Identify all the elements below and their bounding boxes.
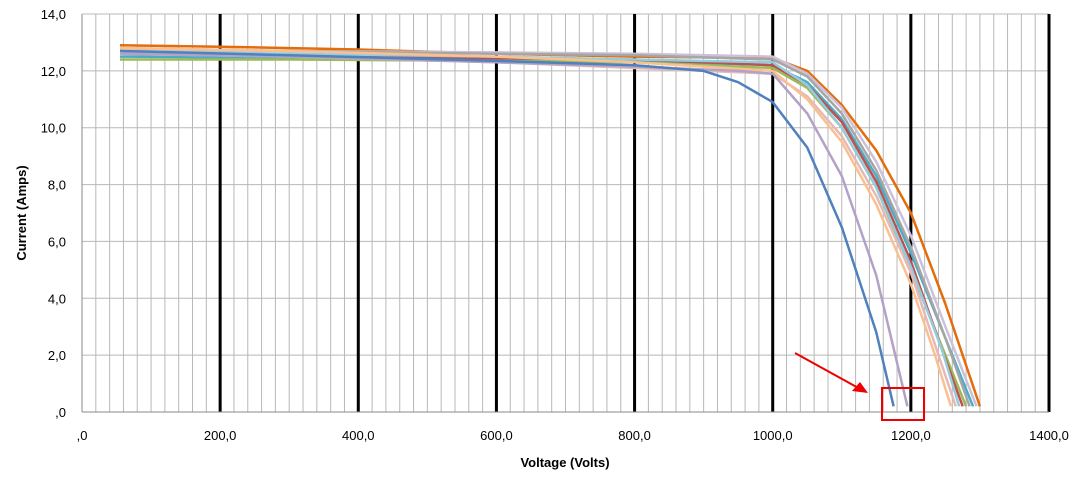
annotation-arrow [794,352,863,391]
x-tick-label: 400,0 [342,428,375,443]
x-axis-title: Voltage (Volts) [520,455,609,470]
series-line [119,52,909,407]
y-tick-label: 14,0 [41,7,66,22]
x-tick-label: 1400,0 [1029,428,1069,443]
series-line [119,49,895,407]
series-lines [119,44,982,407]
x-tick-label: ,0 [77,428,88,443]
y-tick-label: 4,0 [48,291,66,306]
x-tick-label: 800,0 [618,428,651,443]
y-tick-label: 12,0 [41,64,66,79]
grid [81,13,1051,413]
x-tick-label: 1200,0 [891,428,931,443]
labels: ,0 2,0 4,0 6,0 8,0 10,0 12,0 14,0 ,0 200,0 400,0 60… [41,7,1069,443]
x-tick-label: 1000,0 [753,428,793,443]
y-tick-label: 2,0 [48,348,66,363]
series-line [119,48,978,407]
y-axis-title: Current (Amps) [14,165,29,260]
y-tick-label: 8,0 [48,178,66,193]
series-line [119,44,982,407]
y-tick-label: 10,0 [41,121,66,136]
y-tick-label: ,0 [55,405,66,420]
annotation-box [881,387,925,421]
x-tick-label: 600,0 [480,428,513,443]
series-line [119,46,971,407]
y-tick-label: 6,0 [48,234,66,249]
series-line [119,46,953,407]
x-tick-label: 200,0 [204,428,237,443]
annotation-arrowhead [852,382,868,393]
